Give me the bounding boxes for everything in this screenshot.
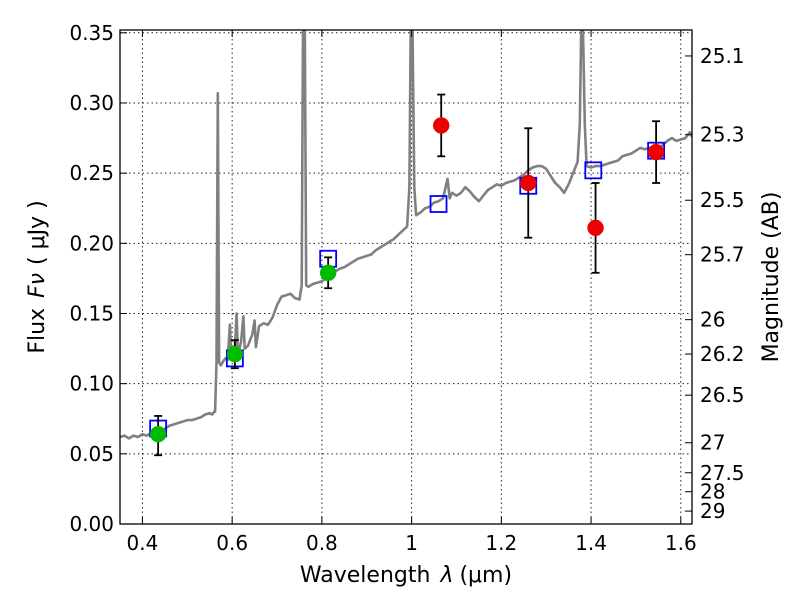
y-tick-label: 0.30 bbox=[69, 91, 114, 115]
observed-point bbox=[647, 143, 665, 161]
y-tick-label: 0.35 bbox=[69, 21, 114, 45]
observed-point bbox=[432, 117, 450, 134]
y-tick-label: 0.25 bbox=[69, 161, 114, 185]
mag-tick-label: 25.7 bbox=[700, 243, 745, 267]
y-tick-label: 0.05 bbox=[69, 442, 114, 466]
x-tick-label: 1.4 bbox=[575, 531, 607, 555]
observed-point bbox=[520, 174, 537, 192]
y-tick-label: 0.20 bbox=[69, 231, 114, 255]
mag-tick-label: 29 bbox=[700, 499, 725, 523]
y-tick-label: 0.15 bbox=[69, 301, 114, 325]
observed-point bbox=[226, 345, 244, 363]
mag-tick-label: 28 bbox=[700, 480, 725, 504]
plot-layer bbox=[120, 30, 692, 457]
x-tick-label: 0.6 bbox=[216, 531, 248, 555]
right-axis-label: Magnitude (AB) bbox=[759, 192, 784, 363]
observed-point bbox=[587, 219, 604, 237]
mag-tick-label: 27 bbox=[700, 431, 725, 455]
x-tick-label: 0.4 bbox=[127, 531, 159, 555]
x-tick-label: 1.2 bbox=[485, 531, 517, 555]
y-tick-label: 0.00 bbox=[69, 512, 114, 536]
model-photometry-square bbox=[429, 195, 448, 213]
grid-layer bbox=[120, 30, 692, 525]
mag-tick-label: 25.5 bbox=[700, 188, 745, 212]
plot-frame bbox=[119, 29, 693, 525]
tick-layer: 0.4 0.6 0.8 1 1.2 1.4 1.6 0.00 0.05 0.10 0.15 0.20 0… bbox=[69, 21, 744, 555]
x-tick-label: 1 bbox=[405, 531, 418, 555]
mag-tick-label: 26 bbox=[700, 308, 725, 332]
mag-tick-label: 26.2 bbox=[700, 342, 745, 366]
model-photometry-square bbox=[584, 161, 603, 180]
observed-point bbox=[149, 425, 167, 443]
y-tick-label: 0.10 bbox=[69, 372, 114, 396]
mag-tick-label: 27.5 bbox=[700, 461, 745, 485]
mag-tick-label: 25.1 bbox=[700, 44, 745, 68]
spectrum-line bbox=[120, 30, 692, 440]
y-axis-label: FluxFν( μJy ) bbox=[25, 200, 50, 353]
mag-tick-label: 25.3 bbox=[700, 123, 745, 147]
observed-point bbox=[319, 264, 337, 282]
mag-tick-label: 26.5 bbox=[700, 383, 745, 407]
x-tick-label: 0.8 bbox=[306, 531, 338, 555]
x-tick-label: 1.6 bbox=[665, 531, 697, 555]
x-axis-label: Wavelength λ (μm) bbox=[300, 563, 512, 588]
